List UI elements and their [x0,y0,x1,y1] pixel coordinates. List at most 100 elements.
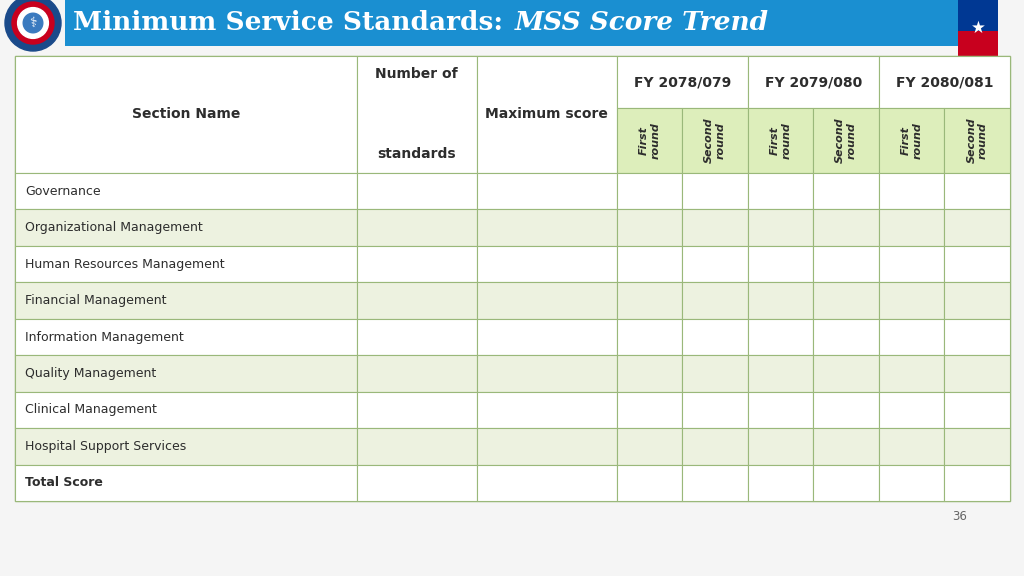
Bar [356,392,476,428]
Bar [356,282,476,319]
Bar [356,210,476,246]
Bar [879,282,944,319]
Bar [616,392,682,428]
Text: FY 2079/080: FY 2079/080 [765,75,862,89]
Text: Section Name: Section Name [132,108,240,122]
Bar [15,246,356,282]
Text: Minimum Service Standards:: Minimum Service Standards: [73,10,512,36]
Bar [682,108,748,173]
Text: Second
round: Second round [705,118,726,164]
Bar [476,282,616,319]
Bar [476,246,616,282]
Bar [748,56,879,108]
Bar [15,355,356,392]
Bar [476,56,616,173]
Bar [879,355,944,392]
Text: Hospital Support Services: Hospital Support Services [25,440,186,453]
Bar [476,465,616,501]
Bar [748,108,813,173]
Bar [616,210,682,246]
Bar [813,392,879,428]
Bar [879,392,944,428]
Circle shape [5,0,61,51]
Bar [682,319,748,355]
Bar [813,319,879,355]
Bar [813,355,879,392]
Bar [682,465,748,501]
Bar [813,465,879,501]
Bar [356,246,476,282]
Text: FY 2080/081: FY 2080/081 [896,75,993,89]
Bar [682,210,748,246]
Text: ⚕: ⚕ [30,16,37,30]
Bar [15,282,356,319]
Bar [616,355,682,392]
Bar [879,465,944,501]
Bar [944,210,1010,246]
Bar [616,246,682,282]
Bar [813,282,879,319]
Bar [15,465,356,501]
Bar [682,392,748,428]
Circle shape [12,2,54,44]
Bar [15,319,356,355]
Bar [879,428,944,465]
Bar [944,355,1010,392]
Bar [748,428,813,465]
Bar [958,0,998,31]
Bar [813,246,879,282]
Text: First
round: First round [639,122,660,159]
Text: Clinical Management: Clinical Management [25,403,157,416]
Circle shape [24,13,43,33]
Bar [15,173,356,210]
Bar [944,246,1010,282]
Bar [15,210,356,246]
Bar [682,428,748,465]
Bar [748,173,813,210]
Bar [356,355,476,392]
Bar [476,392,616,428]
Text: standards: standards [378,146,456,161]
Bar [356,428,476,465]
Text: Organizational Management: Organizational Management [25,221,203,234]
Text: 36: 36 [952,510,968,522]
Bar [958,0,998,56]
Bar [682,355,748,392]
Bar [15,56,356,173]
Bar [616,56,748,108]
Bar [879,246,944,282]
Bar [944,465,1010,501]
Bar [748,210,813,246]
Bar [944,282,1010,319]
Circle shape [17,7,48,39]
Text: Quality Management: Quality Management [25,367,157,380]
Bar [748,355,813,392]
Bar [944,173,1010,210]
Bar [356,319,476,355]
Bar [476,173,616,210]
Bar [616,319,682,355]
Text: Second
round: Second round [967,118,988,164]
Bar [616,465,682,501]
Bar [748,246,813,282]
Bar [15,392,356,428]
Text: First
round: First round [901,122,923,159]
Bar [813,428,879,465]
Bar [476,355,616,392]
Bar [65,0,965,46]
Bar [476,319,616,355]
Bar [879,319,944,355]
Text: MSS Score Trend: MSS Score Trend [515,10,769,36]
Text: Financial Management: Financial Management [25,294,167,307]
Bar [15,56,1010,501]
Bar [879,56,1010,108]
Text: Number of: Number of [376,67,458,81]
Bar [476,428,616,465]
Bar [616,173,682,210]
Bar [748,465,813,501]
Bar [813,108,879,173]
Bar [748,392,813,428]
Bar [616,428,682,465]
Bar [682,246,748,282]
Text: Maximum score: Maximum score [485,108,608,122]
